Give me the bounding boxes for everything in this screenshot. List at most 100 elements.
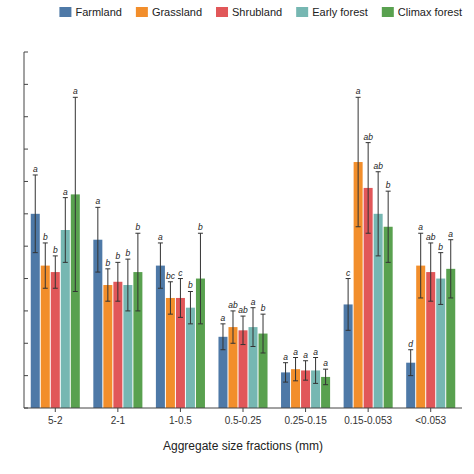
error-cap (33, 174, 38, 175)
error-cap (303, 380, 308, 381)
significance-label: b (53, 245, 58, 255)
error-cap (303, 360, 308, 361)
error-bar (251, 308, 256, 347)
error-cap (418, 233, 423, 234)
legend-label: Grassland (152, 6, 202, 18)
legend: FarmlandGrasslandShrublandEarly forestCl… (59, 6, 462, 18)
error-bar (418, 233, 423, 298)
error-line (107, 269, 108, 301)
error-cap (408, 349, 413, 350)
error-bar (135, 233, 140, 311)
error-bar (188, 291, 193, 323)
error-line (325, 369, 326, 385)
series (41, 97, 425, 408)
error-cap (386, 191, 391, 192)
significance-label: a (63, 187, 68, 197)
error-bar (220, 324, 225, 350)
y-tick (24, 343, 28, 344)
error-bar (366, 143, 371, 234)
error-line (450, 240, 451, 298)
error-line (35, 175, 36, 253)
y-axis-line (24, 52, 25, 408)
error-line (170, 282, 171, 314)
x-tick-label: 0.5-0.25 (225, 415, 262, 426)
error-cap (346, 330, 351, 331)
error-bar (356, 97, 361, 226)
error-line (410, 350, 411, 376)
error-line (440, 253, 441, 305)
y-tick (24, 149, 28, 150)
error-cap (283, 362, 288, 363)
error-cap (53, 255, 58, 256)
error-cap (168, 314, 173, 315)
significance-label: ab (373, 161, 383, 171)
y-tick (24, 181, 28, 182)
y-tick (24, 408, 28, 409)
error-cap (95, 207, 100, 208)
error-bar (376, 172, 381, 256)
legend-label: Farmland (75, 6, 121, 18)
error-cap (356, 226, 361, 227)
error-cap (188, 291, 193, 292)
error-bar (241, 316, 246, 344)
error-cap (33, 252, 38, 253)
error-line (180, 279, 181, 318)
error-cap (323, 384, 328, 385)
significance-label: a (313, 347, 318, 357)
error-line (137, 233, 138, 311)
error-cap (115, 301, 120, 302)
error-cap (418, 297, 423, 298)
error-cap (323, 369, 328, 370)
error-bar (448, 240, 453, 298)
x-axis-label: Aggregate size fractions (mm) (163, 439, 323, 453)
error-bar (313, 358, 318, 384)
error-line (263, 314, 264, 353)
significance-label: a (95, 196, 100, 206)
significance-label: a (293, 347, 298, 357)
error-line (378, 172, 379, 256)
error-cap (43, 288, 48, 289)
error-cap (386, 262, 391, 263)
significance-label: a (283, 352, 288, 362)
error-cap (366, 233, 371, 234)
error-cap (313, 357, 318, 358)
error-cap (125, 259, 130, 260)
significance-label: b (136, 222, 141, 232)
error-bar (303, 361, 308, 380)
significance-label: ab (238, 305, 248, 315)
significance-label: b (188, 280, 193, 290)
error-bar (53, 256, 58, 288)
error-bar (158, 243, 163, 288)
error-cap (230, 343, 235, 344)
error-cap (283, 382, 288, 383)
error-cap (63, 262, 68, 263)
significance-label: a (251, 297, 256, 307)
legend-swatch (296, 7, 308, 17)
significance-label: c (178, 268, 183, 278)
chart: aaaaacdbbbcabaaabbcabaabababbaaabbabbbab… (0, 0, 474, 474)
error-cap (241, 316, 246, 317)
x-tick (55, 408, 56, 412)
legend-label: Shrubland (232, 6, 282, 18)
legend-item: Grassland (136, 6, 202, 18)
error-cap (438, 252, 443, 253)
error-cap (448, 239, 453, 240)
error-line (253, 308, 254, 347)
error-cap (43, 242, 48, 243)
error-cap (408, 375, 413, 376)
error-bar (386, 191, 391, 262)
error-bar (178, 279, 183, 318)
error-bar (125, 259, 130, 311)
error-bar (95, 207, 100, 272)
legend-swatch (59, 7, 71, 17)
error-line (200, 233, 201, 324)
error-line (295, 358, 296, 381)
error-cap (188, 323, 193, 324)
error-cap (220, 349, 225, 350)
error-cap (241, 344, 246, 345)
x-tick (180, 408, 181, 412)
significance-label: b (43, 232, 48, 242)
significance-label: bc (166, 271, 176, 281)
series (61, 172, 445, 408)
error-cap (125, 310, 130, 311)
